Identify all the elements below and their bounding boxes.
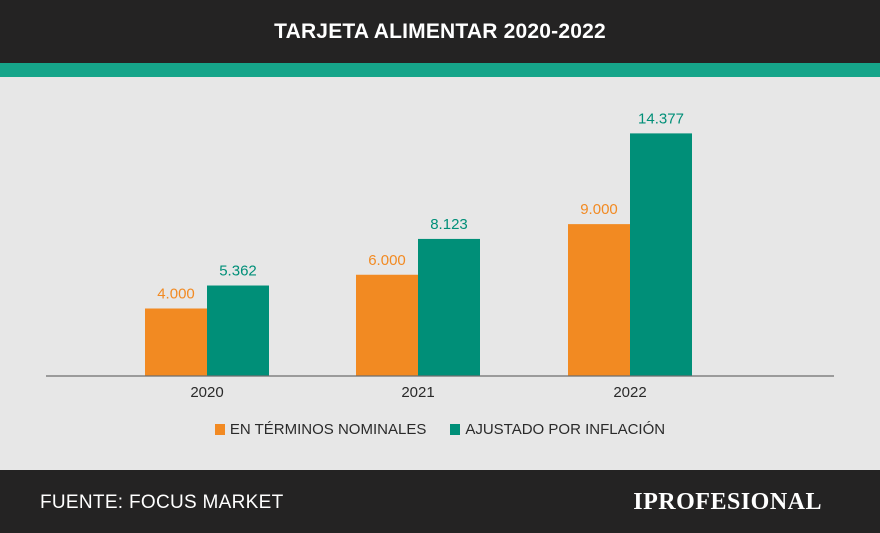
x-tick-label-2020: 2020 bbox=[190, 384, 223, 401]
bar-chart: 4.000 5.362 2020 6.000 8.123 2021 9.000 14.377 2… bbox=[46, 110, 834, 401]
data-label-adjusted-2021: 8.123 bbox=[430, 216, 468, 233]
data-label-nominal-2020: 4.000 bbox=[157, 286, 195, 303]
bar-nominal-2020 bbox=[145, 308, 207, 376]
bar-adjusted-2022 bbox=[630, 133, 692, 376]
legend-swatch-adjusted bbox=[450, 424, 461, 435]
x-tick-label-2021: 2021 bbox=[401, 384, 434, 401]
source-credit: FUENTE: FOCUS MARKET bbox=[40, 492, 284, 513]
footer-bar: FUENTE: FOCUS MARKET IPROFESIONAL bbox=[0, 470, 880, 533]
bar-nominal-2021 bbox=[356, 274, 418, 376]
chart-title: TARJETA ALIMENTAR 2020-2022 bbox=[274, 19, 606, 43]
legend-label-adjusted: AJUSTADO POR INFLACIÓN bbox=[465, 421, 666, 438]
data-label-nominal-2021: 6.000 bbox=[368, 252, 406, 269]
legend-label-nominal: EN TÉRMINOS NOMINALES bbox=[229, 421, 427, 438]
brand-logo: IPROFESIONAL bbox=[633, 489, 822, 515]
bar-nominal-2022 bbox=[568, 224, 630, 376]
legend-item-adjusted: AJUSTADO POR INFLACIÓN bbox=[450, 421, 665, 438]
accent-strip bbox=[0, 63, 880, 77]
chart-panel: 4.000 5.362 2020 6.000 8.123 2021 9.000 14.377 2… bbox=[0, 77, 880, 470]
x-tick-label-2022: 2022 bbox=[613, 384, 646, 401]
legend: EN TÉRMINOS NOMINALES AJUSTADO POR INFLA… bbox=[0, 421, 880, 438]
legend-item-nominal: EN TÉRMINOS NOMINALES bbox=[214, 421, 427, 438]
data-label-nominal-2022: 9.000 bbox=[580, 201, 618, 218]
bar-adjusted-2020 bbox=[207, 285, 269, 376]
bar-adjusted-2021 bbox=[418, 238, 480, 376]
header-bar: TARJETA ALIMENTAR 2020-2022 bbox=[0, 0, 880, 63]
legend-swatch-nominal bbox=[214, 424, 225, 435]
data-label-adjusted-2020: 5.362 bbox=[219, 263, 257, 280]
data-label-adjusted-2022: 14.377 bbox=[638, 110, 684, 127]
